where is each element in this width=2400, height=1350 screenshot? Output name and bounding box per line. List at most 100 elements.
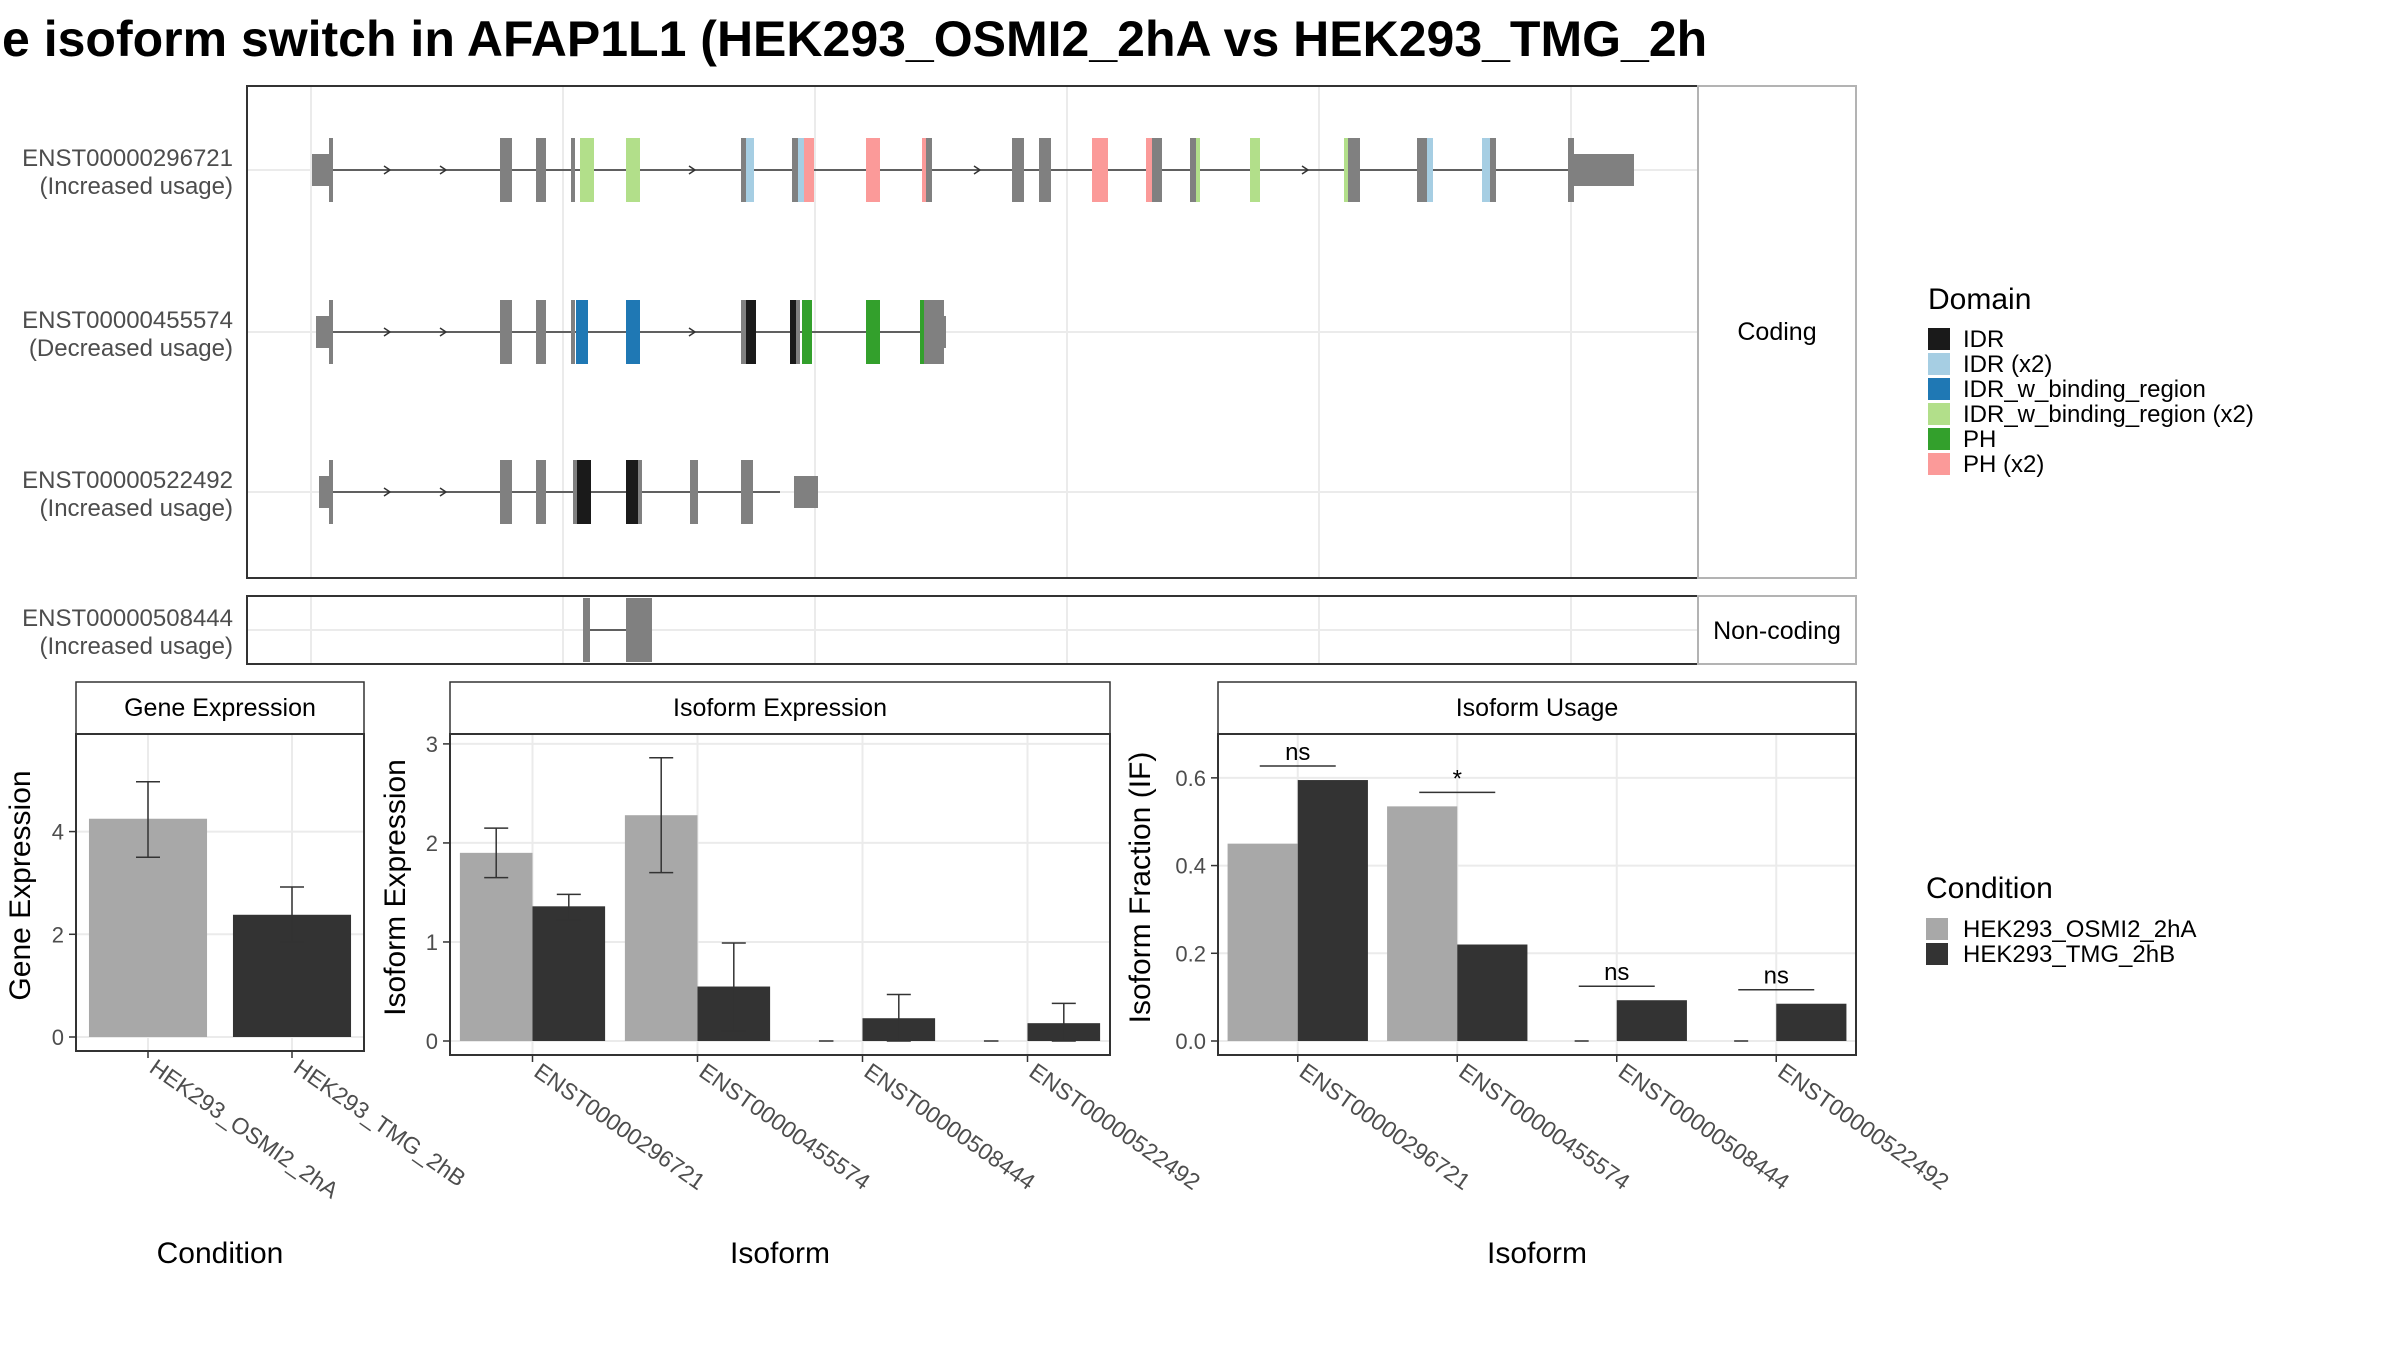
exon xyxy=(1152,138,1162,202)
isoform-usage-panel: Isoform Usage 0.0 0.2 0.4 0.6 ns * ns ns ENST0000… xyxy=(1124,681,1954,1270)
domain-legend-swatch xyxy=(1928,328,1950,350)
strand-arrow xyxy=(439,327,448,337)
utr-exon xyxy=(794,476,818,508)
utr-exon xyxy=(932,316,946,348)
exon xyxy=(741,460,753,524)
y-tick-label: 0.0 xyxy=(1175,1029,1206,1054)
exon xyxy=(329,138,333,202)
exon xyxy=(577,460,591,524)
exon xyxy=(536,300,546,364)
exon xyxy=(922,138,926,202)
figure-title: e isoform switch in AFAP1L1 (HEK293_OSMI… xyxy=(2,11,1707,67)
exon xyxy=(741,300,746,364)
exon xyxy=(690,460,698,524)
exon xyxy=(802,300,812,364)
y-tick-label: 1 xyxy=(426,930,438,955)
x-tick-label: ENST00000296721 xyxy=(530,1058,710,1195)
domain-legend-swatch xyxy=(1928,353,1950,375)
utr-exon xyxy=(319,476,329,508)
exon xyxy=(1490,138,1496,202)
significance-label: ns xyxy=(1285,739,1310,766)
y-axis-title: Isoform Fraction (IF) xyxy=(1124,752,1157,1024)
isoform-label-id: ENST00000508444 xyxy=(22,605,233,632)
y-tick-label: 0.6 xyxy=(1175,766,1206,791)
isoform-label-usage: (Increased usage) xyxy=(40,173,233,200)
x-tick-label: ENST00000455574 xyxy=(695,1058,876,1195)
isoform-label-usage: (Decreased usage) xyxy=(29,335,233,362)
x-axis-title: Isoform xyxy=(730,1237,830,1270)
exon xyxy=(500,138,512,202)
y-tick-label: 4 xyxy=(52,820,64,845)
exon xyxy=(746,138,754,202)
utr-exon xyxy=(312,154,332,186)
isoform-label-usage: (Increased usage) xyxy=(40,495,233,522)
panel-strip xyxy=(75,681,365,735)
y-axis-title: Gene Expression xyxy=(4,770,37,1000)
y-tick-label: 2 xyxy=(426,831,438,856)
noncoding-strip-label: Non-coding xyxy=(1713,617,1841,645)
y-tick-label: 0 xyxy=(426,1029,438,1054)
exon xyxy=(536,460,546,524)
exon xyxy=(790,300,796,364)
exon xyxy=(571,300,575,364)
exon xyxy=(1568,138,1574,202)
strand-arrow xyxy=(383,487,392,497)
condition-legend-label: HEK293_TMG_2hB xyxy=(1963,941,2175,968)
significance-label: ns xyxy=(1604,959,1629,986)
y-tick-label: 3 xyxy=(426,732,438,757)
exon xyxy=(638,460,642,524)
exon xyxy=(626,460,638,524)
panel-strip xyxy=(449,681,1111,735)
exon xyxy=(626,598,652,662)
exon xyxy=(1427,138,1433,202)
x-tick-label: ENST00000455574 xyxy=(1454,1058,1635,1195)
exon xyxy=(329,460,333,524)
significance-label: ns xyxy=(1764,963,1789,990)
exon xyxy=(571,138,575,202)
strand-arrow xyxy=(973,165,982,175)
exon xyxy=(866,300,880,364)
exon xyxy=(1146,138,1152,202)
isoform-label-usage: (Increased usage) xyxy=(40,633,233,660)
strand-arrow xyxy=(688,327,697,337)
bar xyxy=(1227,843,1298,1041)
exon xyxy=(583,598,590,662)
strand-arrow xyxy=(688,165,697,175)
bar xyxy=(1616,1000,1687,1041)
y-tick-label: 0 xyxy=(52,1025,64,1050)
coding-strip-label: Coding xyxy=(1737,318,1816,346)
domain-legend-swatch xyxy=(1928,428,1950,450)
condition-legend-swatch xyxy=(1926,943,1948,965)
domain-legend-label: PH xyxy=(1963,426,1996,453)
exon xyxy=(1196,138,1200,202)
y-axis-title: Isoform Expression xyxy=(379,759,412,1016)
exon xyxy=(1092,138,1108,202)
exon xyxy=(746,300,756,364)
isoform-structure-panel: CodingNon-codingENST00000296721(Increase… xyxy=(22,85,1857,665)
condition-legend-title: Condition xyxy=(1926,872,2053,905)
domain-legend-swatch xyxy=(1928,378,1950,400)
isoform-expression-panel: Isoform Expression0123ENST00000296721ENS… xyxy=(379,681,1205,1270)
bar xyxy=(459,852,533,1041)
x-tick-label: ENST00000508444 xyxy=(860,1058,1041,1195)
exon xyxy=(1348,138,1360,202)
exon xyxy=(866,138,880,202)
domain-legend-label: IDR_w_binding_region xyxy=(1963,376,2206,403)
strand-arrow xyxy=(383,327,392,337)
exon xyxy=(580,138,594,202)
x-tick-label: ENST00000522492 xyxy=(1025,1058,1205,1195)
exon xyxy=(626,300,640,364)
exon xyxy=(798,138,804,202)
exon xyxy=(536,138,546,202)
domain-legend-label: PH (x2) xyxy=(1963,451,2044,478)
exon xyxy=(920,300,924,364)
exon xyxy=(573,460,577,524)
x-axis-title: Isoform xyxy=(1487,1237,1587,1270)
domain-legend-label: IDR xyxy=(1963,326,2004,353)
domain-legend-swatch xyxy=(1928,453,1950,475)
y-tick-label: 2 xyxy=(52,922,64,947)
panel-strip-label: Isoform Expression xyxy=(673,694,887,722)
